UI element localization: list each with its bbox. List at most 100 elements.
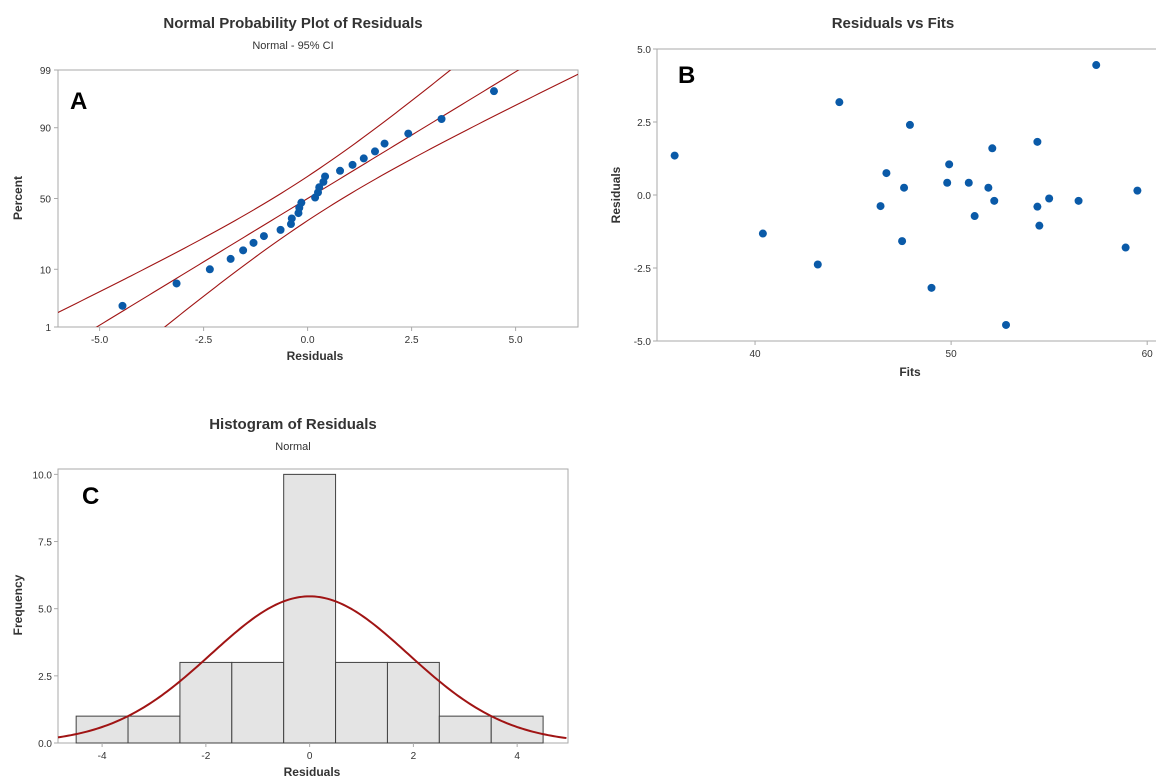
panel-a-title: Normal Probability Plot of Residuals	[163, 15, 422, 32]
panel-b-data-point	[1002, 320, 1011, 329]
panel-c-y-ticks: 0.0 2.5 5.0 7.5 10.0	[33, 470, 58, 750]
panel-c-x-tick-label: 4	[514, 751, 520, 762]
panel-b-data-point	[1074, 196, 1083, 205]
panel-a-data-point	[380, 139, 389, 148]
panel-a-data-point	[489, 87, 498, 96]
panel-b-y-axis-label: Residuals	[609, 166, 623, 223]
panel-a-y-tick-label: 50	[40, 195, 52, 206]
panel-a-data-point	[321, 172, 330, 181]
panel-b-data-point	[905, 120, 914, 129]
panel-a-x-tick-label: 5.0	[509, 335, 523, 346]
panel-a-y-tick-label: 90	[40, 124, 52, 135]
panel-b-y-tick-label: -2.5	[634, 264, 652, 275]
panel-b-x-tick-label: 50	[946, 349, 958, 360]
panel-b-data-point	[876, 202, 885, 211]
panel-c-histogram-bar	[335, 661, 388, 744]
panel-a-data-point	[249, 238, 258, 247]
panel-a-x-tick-label: 2.5	[405, 335, 419, 346]
panel-b-data-point	[1045, 194, 1054, 203]
panel-a-data-point	[359, 154, 368, 163]
panel-c-y-axis-label: Frequency	[11, 574, 25, 635]
panel-b-y-tick-label: 2.5	[637, 118, 651, 129]
panel-b-data-point	[943, 178, 952, 187]
panel-b-data-point	[835, 98, 844, 107]
panel-b-data-point	[984, 183, 993, 192]
panel-b-y-ticks: -5.0 -2.5 0.0 2.5 5.0	[634, 45, 657, 348]
panel-b-data-point	[990, 196, 999, 205]
panel-b-data-point	[1033, 202, 1042, 211]
panel-a-data-point	[172, 279, 181, 288]
panel-c-y-tick-label: 2.5	[38, 672, 52, 683]
panel-a-data-point	[437, 114, 446, 123]
panel-a-data-point	[370, 147, 379, 156]
panel-a-data-point	[118, 301, 127, 310]
panel-a-letter: A	[70, 88, 87, 115]
panel-a-data-point	[348, 160, 357, 169]
panel-c-y-tick-label: 10.0	[33, 470, 53, 481]
panel-b-data-point	[758, 229, 767, 238]
panel-b-x-ticks: 40 50 60	[749, 341, 1153, 360]
panel-b-data-point	[898, 237, 907, 246]
panel-b-x-axis-label: Fits	[899, 365, 921, 379]
panel-a-data-point	[336, 166, 345, 175]
panel-c-letter: C	[82, 483, 99, 510]
panel-b-data-point	[988, 144, 997, 153]
panel-b-data-point	[670, 151, 679, 160]
panel-b-data-point	[945, 160, 954, 169]
panel-c-subtitle: Normal	[275, 441, 310, 453]
panel-b-data-point	[1092, 61, 1101, 70]
panel-c-x-tick-label: 2	[411, 751, 417, 762]
panel-a-subtitle: Normal - 95% CI	[252, 40, 333, 52]
panel-c-normal-curve	[57, 595, 567, 740]
panel-c-y-tick-label: 5.0	[38, 605, 52, 616]
panel-b-points	[670, 61, 1142, 329]
panel-a-normal-probability-plot: Normal Probability Plot of Residuals Nor…	[11, 15, 579, 363]
panel-c-x-axis-label: Residuals	[284, 765, 341, 778]
panel-a-data-point	[259, 232, 268, 241]
panel-b-data-point	[900, 183, 909, 192]
panel-a-fit-line	[95, 70, 520, 327]
panel-b-y-tick-label: 0.0	[637, 191, 651, 202]
panel-b-data-point	[927, 283, 936, 292]
panel-b-x-tick-label: 40	[749, 349, 761, 360]
panel-b-data-point	[970, 212, 979, 221]
panel-b-letter: B	[678, 62, 695, 89]
panel-a-y-tick-label: 1	[45, 323, 51, 334]
panel-b-title: Residuals vs Fits	[832, 15, 955, 32]
panel-c-title: Histogram of Residuals	[209, 416, 377, 433]
panel-b-data-point	[1033, 137, 1042, 146]
panel-a-y-ticks: 1 10 50 90 99	[40, 66, 58, 334]
panel-a-x-tick-label: -2.5	[195, 335, 213, 346]
panel-a-fit-and-ci-lines	[58, 70, 578, 327]
panel-b-data-point	[813, 260, 822, 269]
panel-a-y-tick-label: 99	[40, 66, 52, 77]
panel-b-x-tick-label: 60	[1142, 349, 1154, 360]
panel-a-y-axis-label: Percent	[11, 176, 25, 220]
panel-a-x-axis-label: Residuals	[287, 349, 344, 363]
panel-c-histogram-bar	[438, 715, 492, 744]
panel-a-data-point	[276, 225, 285, 234]
panel-a-ci-lower-line	[163, 73, 578, 327]
panel-b-data-point	[1133, 186, 1142, 195]
panel-a-x-tick-label: 0.0	[301, 335, 315, 346]
panel-c-x-ticks: -4 -2 0 2 4	[98, 743, 520, 762]
panel-a-data-point	[226, 254, 235, 263]
panel-a-data-point	[297, 198, 306, 207]
panel-c-normal-curve-line	[57, 595, 567, 740]
panel-a-points	[118, 87, 498, 310]
panel-c-histogram-bar	[127, 715, 181, 744]
panel-b-data-point	[882, 169, 891, 178]
panel-b-y-tick-label: 5.0	[637, 45, 651, 56]
panel-a-data-point	[404, 129, 413, 138]
panel-b-data-point	[1121, 243, 1130, 252]
panel-a-x-ticks: -5.0 -2.5 0.0 2.5 5.0	[91, 327, 523, 346]
panel-c-x-tick-label: -2	[201, 751, 210, 762]
panel-c-histogram-bar	[283, 473, 337, 744]
panel-b-plot-frame	[656, 48, 1156, 342]
panel-b-data-point	[964, 178, 973, 187]
panel-c-histogram-bar	[231, 661, 285, 744]
panel-a-x-tick-label: -5.0	[91, 335, 109, 346]
panel-a-data-point	[205, 265, 214, 274]
panel-c-histogram: Histogram of Residuals Normal C Residual…	[11, 416, 569, 778]
